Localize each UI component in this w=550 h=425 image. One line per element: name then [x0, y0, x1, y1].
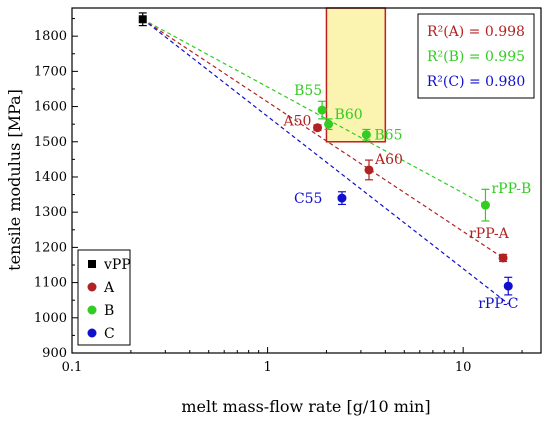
x-tick-label: 10: [455, 360, 472, 375]
y-tick-label: 1200: [34, 240, 67, 255]
data-points-layer: [138, 12, 513, 296]
y-tick-label: 1400: [34, 170, 67, 185]
y-tick-label: 1000: [34, 311, 67, 326]
plot-frame: [71, 7, 542, 354]
marker-circle: [313, 123, 323, 133]
data-point-b: [361, 128, 371, 141]
r2-text: R²(A) = 0.998: [427, 24, 525, 40]
marker-square: [138, 15, 147, 24]
highlight-region-layer: [325, 7, 387, 143]
legend-label: B: [104, 303, 114, 319]
marker-circle: [503, 281, 513, 291]
data-point-b: [324, 118, 334, 131]
y-tick-label: 1600: [34, 100, 67, 115]
r2-box: [417, 13, 535, 99]
r2-text: R²(B) = 0.995: [427, 49, 525, 65]
y-tick-label: 900: [42, 346, 67, 361]
marker-circle: [480, 200, 490, 210]
marker-circle: [498, 253, 508, 263]
trend-line-a: [142, 18, 504, 259]
x-tick-label: 1: [263, 360, 271, 375]
data-point-vpp: [138, 12, 147, 27]
tick-labels-layer: 900 1000 1100 1200 1300 1400 1500 1600 1700 1800 0…: [34, 29, 472, 375]
data-point-a: [498, 253, 508, 263]
legend-marker-circle: [87, 328, 97, 338]
marker-circle: [337, 193, 347, 203]
point-labels-layer: A50 A60 rPP-A B55 B60 B65 rPP-B C55 rPP-C: [283, 83, 532, 312]
point-label: B65: [374, 128, 402, 144]
legend-label: C: [104, 326, 115, 342]
data-point-c: [337, 191, 347, 206]
data-point-a: [313, 123, 323, 133]
point-label: B55: [294, 83, 322, 99]
x-axis-title: melt mass-flow rate [g/10 min]: [181, 397, 430, 416]
point-label: rPP-A: [469, 226, 509, 242]
point-label: rPP-C: [478, 296, 518, 312]
point-label: rPP-B: [491, 181, 531, 197]
data-point-b: [480, 188, 490, 222]
legend-label: vPP: [103, 257, 131, 273]
data-point-a: [364, 159, 374, 181]
r2-box-layer: R²(A) = 0.998 R²(B) = 0.995 R²(C) = 0.980: [417, 13, 535, 99]
point-label: C55: [294, 191, 323, 207]
marker-circle: [361, 130, 371, 140]
highlight-region: [325, 7, 387, 143]
y-tick-label: 1100: [34, 276, 67, 291]
marker-circle: [324, 119, 334, 129]
marker-circle: [317, 105, 327, 115]
trend-line-b: [142, 18, 486, 206]
y-tick-label: 1800: [34, 29, 67, 44]
point-label: B60: [335, 107, 363, 123]
legend-label: A: [103, 280, 115, 296]
point-label: A60: [374, 152, 403, 168]
y-tick-label: 1700: [34, 64, 67, 79]
legend-layer: vPP ABC: [77, 249, 131, 346]
data-point-c: [503, 276, 513, 296]
legend-box: [77, 249, 131, 346]
trend-line-c: [142, 18, 509, 305]
axes-layer: [71, 7, 542, 354]
x-tick-label: 0.1: [62, 360, 83, 375]
data-point-b: [317, 100, 327, 120]
r2-text: R²(C) = 0.980: [427, 74, 526, 90]
legend-marker-circle: [87, 305, 97, 315]
trend-lines-layer: [142, 18, 509, 305]
legend-marker-square: [88, 260, 96, 268]
marker-circle: [364, 165, 374, 175]
point-label: A50: [283, 114, 312, 130]
y-tick-label: 1500: [34, 135, 67, 150]
y-axis-title: tensile modulus [MPa]: [5, 89, 24, 271]
legend-marker-circle: [87, 282, 97, 292]
y-tick-label: 1300: [34, 205, 67, 220]
